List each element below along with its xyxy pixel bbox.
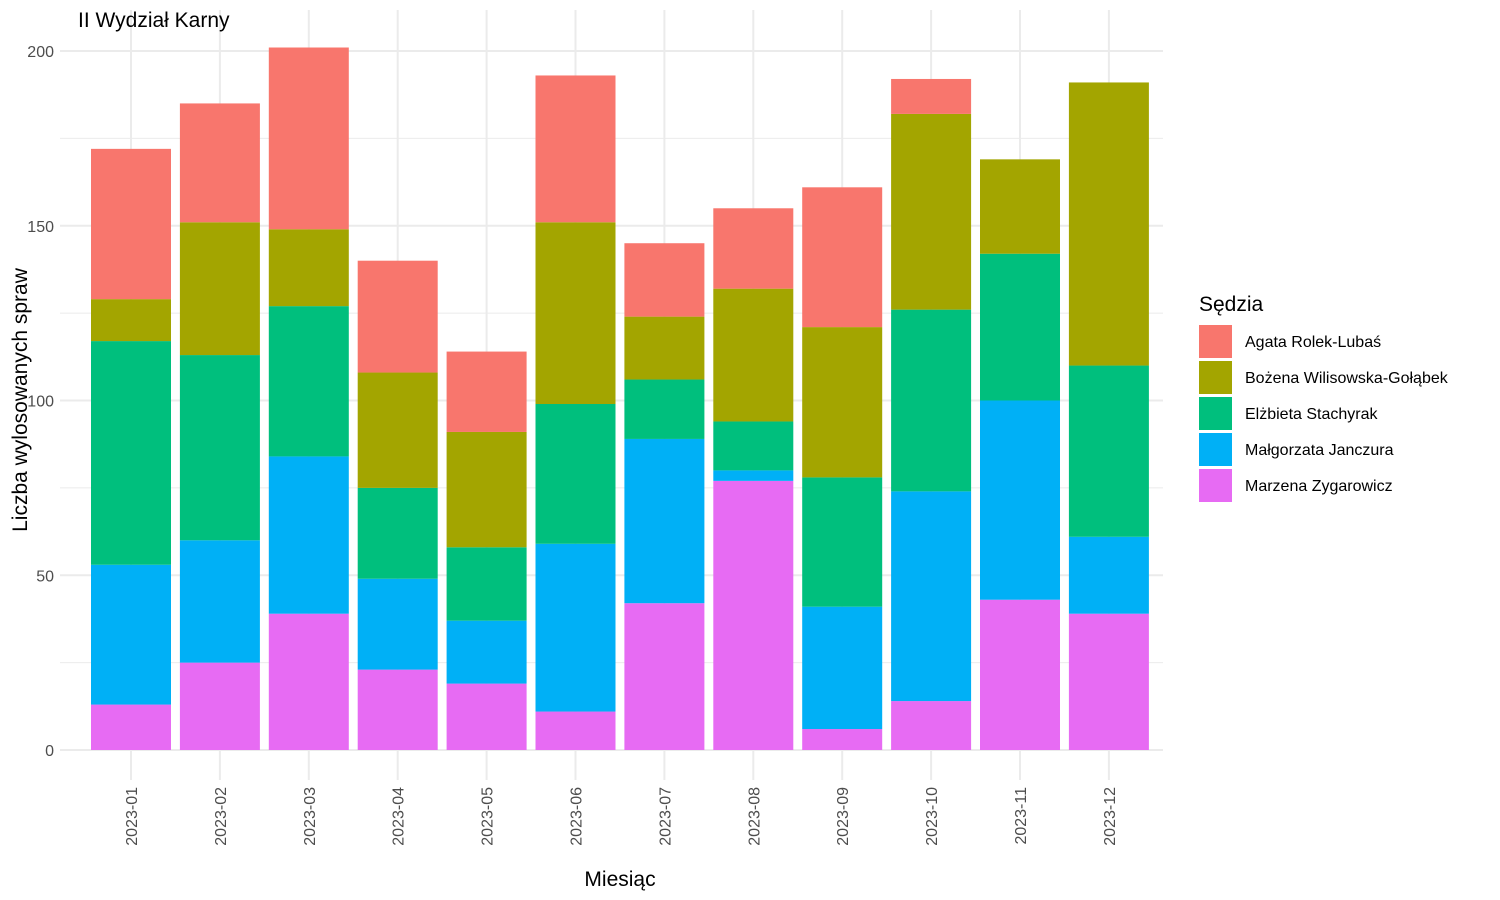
bar-segment	[91, 564, 171, 705]
bar-segment	[713, 421, 794, 471]
bar-segment	[891, 113, 972, 310]
x-tick-label: 2023-11	[1013, 787, 1030, 845]
legend-label: Agata Rolek-Lubaś	[1245, 334, 1381, 351]
legend-key	[1199, 397, 1232, 430]
y-tick-label: 50	[36, 568, 54, 585]
legend-title: Sędzia	[1199, 293, 1264, 316]
legend-key	[1199, 469, 1232, 502]
bar-segment	[624, 438, 705, 604]
bar-segment	[624, 316, 705, 380]
bar-segment	[980, 400, 1060, 600]
bar-segment	[446, 547, 527, 621]
x-tick-label: 2023-05	[480, 787, 497, 846]
legend-label: Elżbieta Stachyrak	[1245, 406, 1379, 423]
x-tick-label: 2023-12	[1102, 787, 1119, 846]
y-tick-label: 0	[45, 743, 54, 760]
legend: Sędzia Agata Rolek-Lubaś Bożena Wilisowsk…	[1199, 293, 1449, 502]
legend-label: Bożena Wilisowska-Gołąbek	[1245, 370, 1449, 387]
x-tick-label: 2023-10	[924, 787, 941, 846]
bar-segment	[980, 159, 1060, 254]
bar-segment	[357, 487, 438, 579]
bar-segment	[179, 662, 260, 750]
x-tick-label: 2023-04	[391, 787, 408, 846]
bar-segment	[357, 669, 438, 750]
bar-segment	[535, 711, 616, 750]
bar-segment	[1068, 365, 1149, 537]
bar-segment	[1068, 536, 1149, 614]
y-tick-label: 150	[27, 219, 54, 236]
legend-label: Małgorzata Janczura	[1245, 442, 1394, 459]
bar-segment	[624, 603, 705, 750]
x-axis-title: Miesiąc	[584, 868, 655, 891]
bar-segment	[91, 341, 171, 565]
bar-segment	[891, 701, 972, 750]
y-axis-ticks: 0 50 100 150 200	[27, 44, 54, 760]
bar-segment	[980, 253, 1060, 401]
bar-segment	[713, 480, 794, 750]
bar-segment	[535, 543, 616, 712]
bar-segment	[891, 309, 972, 492]
y-tick-label: 200	[27, 44, 54, 61]
x-tick-label: 2023-08	[746, 787, 763, 846]
bar-segment	[446, 683, 527, 750]
bar-segment	[624, 379, 705, 439]
bar-segment	[802, 477, 883, 607]
bar-segment	[268, 613, 349, 750]
y-axis-title: Liczba wylosowanych spraw	[9, 267, 32, 532]
bar-segment	[446, 431, 527, 548]
bar-segment	[891, 491, 972, 702]
bar-segment	[535, 222, 616, 404]
bar-segment	[1068, 82, 1149, 366]
bar-segment	[179, 540, 260, 663]
bar-segment	[446, 620, 527, 684]
x-tick-label: 2023-09	[835, 787, 852, 846]
y-tick-label: 100	[27, 394, 54, 411]
bar-segment	[91, 704, 171, 750]
bar-segment	[91, 148, 171, 300]
bar-segment	[535, 75, 616, 223]
bar-segment	[357, 260, 438, 373]
bar-segment	[802, 187, 883, 328]
bar-segment	[713, 288, 794, 422]
bar-segment	[268, 47, 349, 230]
bar-segment	[713, 470, 794, 481]
bars	[91, 47, 1149, 750]
bar-segment	[357, 372, 438, 488]
chart-title: II Wydział Karny	[78, 9, 230, 32]
bar-segment	[802, 606, 883, 730]
bar-segment	[357, 578, 438, 670]
bar-segment	[179, 355, 260, 541]
x-tick-label: 2023-03	[302, 787, 319, 846]
bar-segment	[624, 243, 705, 317]
x-tick-label: 2023-06	[569, 787, 586, 846]
bar-segment	[268, 306, 349, 457]
bar-segment	[91, 299, 171, 342]
bar-segment	[446, 351, 527, 432]
x-axis-ticks: 2023-01 2023-02 2023-03 2023-04 2023-05 2023-…	[124, 787, 1119, 846]
bar-segment	[891, 78, 972, 114]
bar-segment	[179, 222, 260, 356]
bar-segment	[179, 103, 260, 223]
legend-key	[1199, 361, 1232, 394]
x-tick-label: 2023-02	[213, 787, 230, 846]
bar-segment	[1068, 613, 1149, 750]
bar-segment	[980, 599, 1060, 750]
bar-segment	[268, 229, 349, 307]
bar-segment	[268, 456, 349, 614]
bar-segment	[713, 208, 794, 289]
legend-label: Marzena Zygarowicz	[1245, 478, 1393, 495]
bar-segment	[802, 729, 883, 750]
legend-key	[1199, 433, 1232, 466]
x-tick-label: 2023-07	[657, 787, 674, 846]
x-tick-label: 2023-01	[124, 787, 141, 846]
bar-segment	[802, 327, 883, 478]
bar-segment	[535, 403, 616, 544]
legend-key	[1199, 325, 1232, 358]
